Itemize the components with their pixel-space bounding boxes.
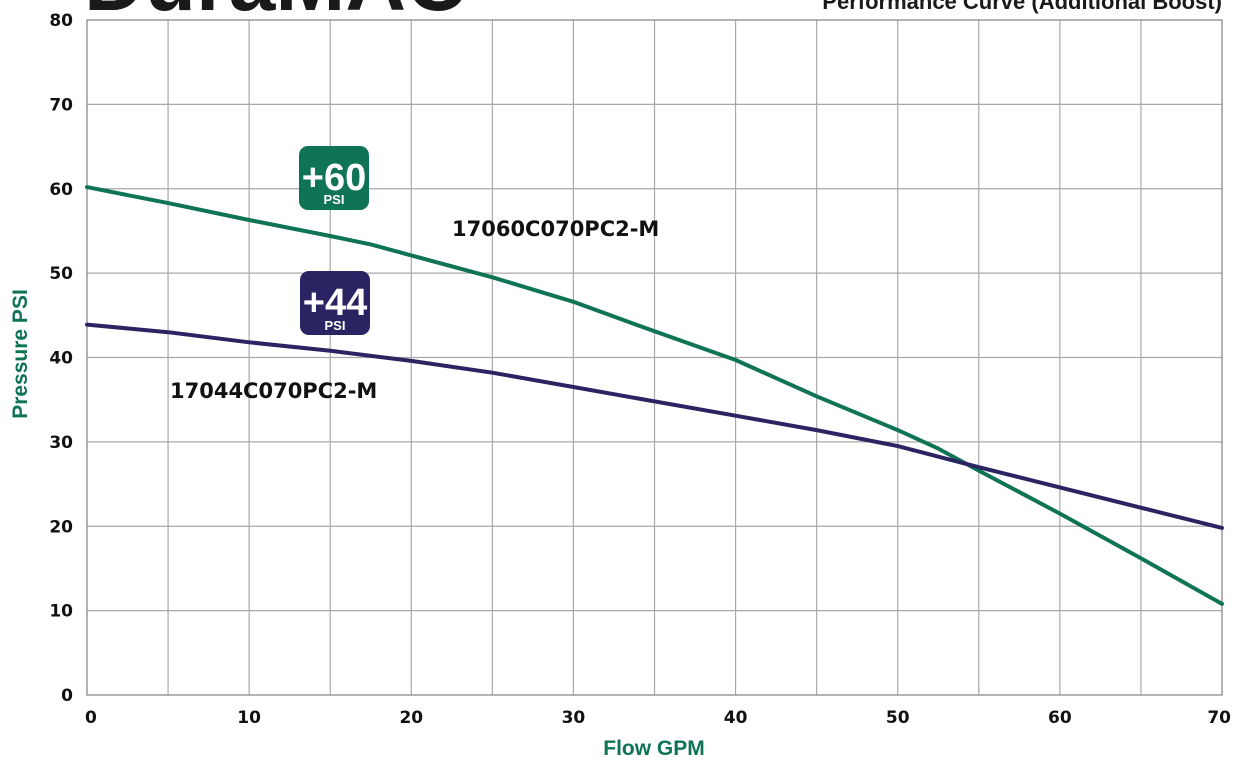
brand-title: DuraMAC bbox=[84, 0, 467, 28]
badge-plus-44-value: +44 bbox=[303, 282, 367, 324]
badge-plus-60-value: +60 bbox=[302, 157, 366, 199]
y-axis-title: Pressure PSI bbox=[9, 289, 32, 419]
y-tick-label: 30 bbox=[49, 433, 73, 453]
badge-plus-60: +60 PSI bbox=[299, 146, 369, 210]
series-line-17060C070PC2-M bbox=[85, 185, 1224, 606]
tick-labels: 0 10 20 30 40 50 60 70 80 0 10 20 30 40 50 60 70 bbox=[49, 11, 1231, 728]
x-tick-label: 30 bbox=[562, 708, 586, 728]
badge-plus-60-bg bbox=[299, 146, 369, 210]
x-tick-label: 50 bbox=[886, 708, 910, 728]
y-tick-label: 10 bbox=[49, 602, 73, 622]
x-tick-label: 20 bbox=[399, 708, 423, 728]
y-tick-label: 70 bbox=[49, 95, 73, 115]
x-tick-label: 60 bbox=[1048, 708, 1072, 728]
series-label-17060: 17060C070PC2-M bbox=[452, 217, 659, 241]
x-tick-label: 0 bbox=[85, 708, 97, 728]
series-label-17044: 17044C070PC2-M bbox=[170, 379, 377, 403]
grid bbox=[86, 19, 1223, 696]
chart-subtitle: Performance Curve (Additional Boost) bbox=[822, 0, 1222, 14]
badge-plus-60-unit: PSI bbox=[324, 192, 345, 207]
y-tick-label: 40 bbox=[49, 349, 73, 369]
y-tick-label: 60 bbox=[49, 180, 73, 200]
badge-plus-44: +44 PSI bbox=[300, 271, 370, 335]
x-tick-label: 40 bbox=[724, 708, 748, 728]
badge-plus-44-unit: PSI bbox=[325, 318, 346, 333]
y-tick-label: 80 bbox=[49, 11, 73, 31]
x-tick-label: 10 bbox=[237, 708, 261, 728]
badge-plus-44-bg bbox=[300, 271, 370, 335]
series-line-17044C070PC2-M bbox=[85, 322, 1224, 530]
x-tick-label: 70 bbox=[1207, 708, 1231, 728]
series-lines bbox=[85, 185, 1224, 606]
y-tick-label: 20 bbox=[49, 517, 73, 537]
plot-border bbox=[86, 19, 1223, 696]
y-tick-label: 0 bbox=[61, 686, 73, 706]
x-axis-title: Flow GPM bbox=[603, 737, 705, 760]
y-tick-label: 50 bbox=[49, 264, 73, 284]
